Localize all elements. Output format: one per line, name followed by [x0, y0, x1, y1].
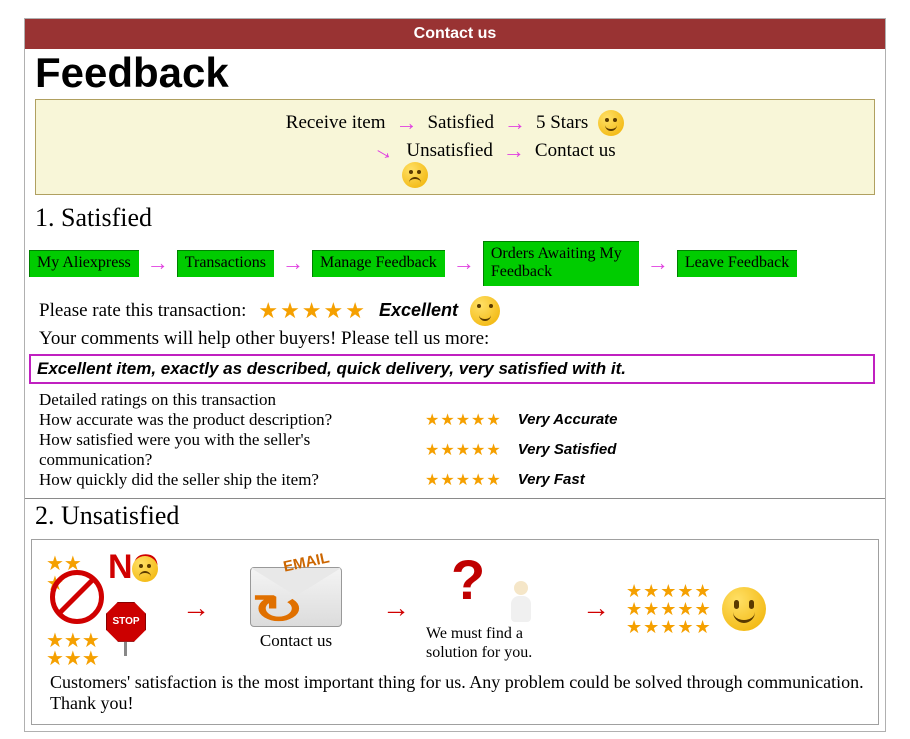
- five-stars-icon: ★★★★★: [425, 440, 502, 460]
- detailed-ratings: Detailed ratings on this transaction How…: [25, 390, 885, 496]
- page-container: Contact us Feedback Receive item → Satis…: [24, 18, 886, 732]
- feedback-flow-box: Receive item → Satisfied → 5 Stars → Uns…: [35, 99, 875, 195]
- contact-us-label: Contact us: [226, 631, 366, 651]
- satisfied-steps: My Aliexpress → Transactions → Manage Fe…: [25, 235, 885, 296]
- step-chip[interactable]: Manage Feedback: [312, 250, 445, 276]
- no-negative-block: ★★★ NO STOP ★★★★★★: [46, 554, 166, 664]
- comments-prompt: Your comments will help other buyers! Pl…: [25, 326, 885, 352]
- smile-icon: [470, 296, 500, 326]
- email-icon: EMAIL ↻: [250, 567, 342, 627]
- stars-grid-icon: ★★★★★★★★★★★★★★★: [626, 582, 712, 636]
- detailed-row: How quickly did the seller ship the item…: [39, 470, 871, 490]
- five-stars-icon: ★★★★★: [258, 298, 367, 324]
- sad-icon: [402, 162, 428, 188]
- arrow-icon: →: [282, 250, 304, 276]
- email-block: EMAIL ↻ Contact us: [226, 567, 366, 651]
- five-stars-icon: ★★★★★: [425, 410, 502, 430]
- no-stars-icon: ★★★★★★: [46, 632, 100, 668]
- detailed-label: Very Fast: [518, 471, 585, 488]
- smile-icon: [598, 110, 624, 136]
- flow-contact: Contact us: [535, 140, 616, 162]
- detailed-question: How accurate was the product description…: [39, 410, 409, 430]
- five-stars-icon: ★★★★★: [425, 470, 502, 490]
- flow-row-2: → Unsatisfied → Contact us: [124, 138, 866, 164]
- solution-block: ? We must find a solution for you.: [426, 555, 566, 662]
- unsatisfied-box: ★★★ NO STOP ★★★★★★ → EMAIL ↻ Contact us …: [31, 539, 879, 725]
- person-icon: [507, 581, 535, 625]
- forbidden-icon: [50, 570, 104, 624]
- arrow-icon: →: [382, 593, 410, 625]
- footer-text: Customers' satisfaction is the most impo…: [46, 664, 868, 714]
- arrow-icon: →: [503, 138, 525, 164]
- step-chip[interactable]: Orders Awaiting My Feedback: [483, 241, 639, 286]
- step-chip[interactable]: My Aliexpress: [29, 250, 139, 276]
- excellent-label: Excellent: [379, 300, 458, 321]
- arrow-icon: →: [395, 110, 417, 136]
- unsatisfied-heading: 2. Unsatisfied: [25, 499, 885, 533]
- arrow-icon: →: [182, 593, 210, 625]
- satisfied-heading: 1. Satisfied: [25, 201, 885, 235]
- envelope-arrow-icon: ↻: [251, 586, 305, 633]
- header-title: Contact us: [414, 25, 497, 42]
- detailed-question: How quickly did the seller ship the item…: [39, 470, 409, 490]
- unsatisfied-flow: ★★★ NO STOP ★★★★★★ → EMAIL ↻ Contact us …: [46, 554, 868, 664]
- rate-label: Please rate this transaction:: [39, 300, 246, 322]
- stop-octagon: STOP: [106, 602, 146, 642]
- flow-row-1: Receive item → Satisfied → 5 Stars: [44, 110, 866, 136]
- detailed-question: How satisfied were you with the seller's…: [39, 430, 409, 470]
- detailed-row: How satisfied were you with the seller's…: [39, 430, 871, 470]
- flow-receive: Receive item: [286, 112, 386, 134]
- final-stars-block: ★★★★★★★★★★★★★★★: [626, 582, 766, 636]
- smile-icon: [722, 587, 766, 631]
- step-chip[interactable]: Leave Feedback: [677, 250, 797, 276]
- rate-line: Please rate this transaction: ★★★★★ Exce…: [25, 296, 885, 326]
- detailed-row: How accurate was the product description…: [39, 410, 871, 430]
- question-mark-icon: ?: [451, 555, 485, 605]
- detailed-label: Very Accurate: [518, 411, 618, 428]
- question-figure: ?: [451, 555, 541, 625]
- page-title: Feedback: [25, 49, 885, 99]
- email-tag: EMAIL: [282, 549, 331, 575]
- step-chip[interactable]: Transactions: [177, 250, 274, 276]
- sad-icon: [132, 556, 158, 582]
- detailed-heading: Detailed ratings on this transaction: [39, 390, 871, 410]
- arrow-icon: →: [504, 110, 526, 136]
- solution-text: We must find a solution for you.: [426, 625, 566, 662]
- flow-5stars: 5 Stars: [536, 112, 588, 134]
- stop-sign-icon: STOP: [106, 602, 144, 640]
- detailed-label: Very Satisfied: [518, 441, 617, 458]
- flow-unsatisfied: Unsatisfied: [406, 140, 493, 162]
- flow-satisfied: Satisfied: [427, 112, 494, 134]
- sample-comment-box: Excellent item, exactly as described, qu…: [29, 354, 875, 384]
- header-bar: Contact us: [25, 19, 885, 49]
- arrow-icon: →: [647, 250, 669, 276]
- arrow-icon: →: [147, 250, 169, 276]
- arrow-icon: →: [582, 593, 610, 625]
- arrow-icon: →: [453, 250, 475, 276]
